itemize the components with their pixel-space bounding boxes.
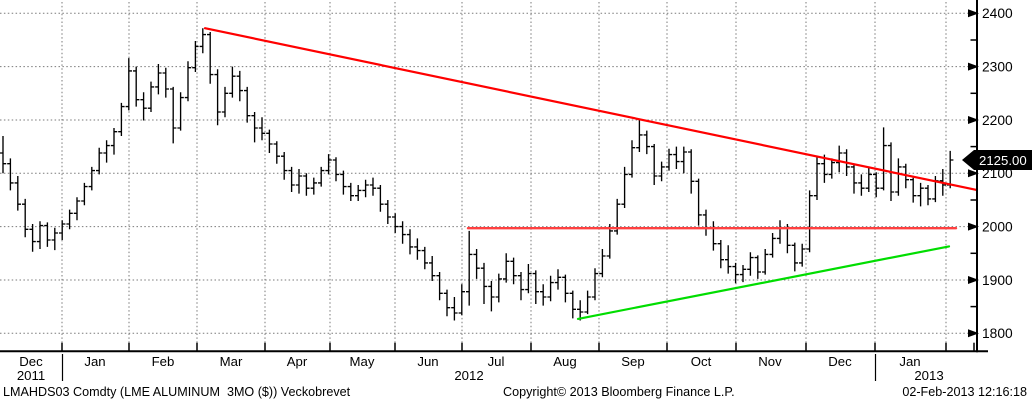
y-major-tick xyxy=(968,62,979,71)
y-axis-label: 1800 xyxy=(982,326,1013,341)
y-major-tick xyxy=(968,9,979,18)
x-month-label: May xyxy=(350,354,375,369)
x-year-label: 2013 xyxy=(914,368,943,383)
y-major-tick xyxy=(968,329,979,338)
x-year-label: 2012 xyxy=(454,368,483,383)
ohlc-price-bars xyxy=(0,28,954,321)
security-description: LMAHDS03 Comdty (LME ALUMINUM 3MO ($)) V… xyxy=(3,385,351,399)
y-major-tick xyxy=(968,169,979,178)
x-month-label: Mar xyxy=(220,354,243,369)
last-price-tag: 2125.00 xyxy=(962,150,1032,170)
x-month-label: Sep xyxy=(621,354,644,369)
x-month-label: Jul xyxy=(488,354,505,369)
x-month-label: Oct xyxy=(691,354,712,369)
y-axis-label: 2400 xyxy=(982,6,1013,21)
x-month-label: Apr xyxy=(287,354,308,369)
last-price-value: 2125.00 xyxy=(979,153,1027,168)
y-major-tick xyxy=(968,222,979,231)
y-axis-label: 2200 xyxy=(982,113,1013,128)
trendlines xyxy=(203,27,978,320)
chart-timestamp: 02-Feb-2013 12:16:18 xyxy=(902,385,1027,399)
y-major-tick xyxy=(968,116,979,124)
x-month-label: Jun xyxy=(417,354,438,369)
copyright-notice: Copyright© 2013 Bloomberg Finance L.P. xyxy=(503,385,735,399)
y-axis-label: 1900 xyxy=(982,273,1013,288)
x-month-label: Aug xyxy=(553,354,576,369)
x-month-label: Dec xyxy=(19,354,43,369)
x-month-label: Jan xyxy=(899,354,920,369)
x-month-label: Feb xyxy=(152,354,175,369)
y-major-tick xyxy=(968,276,979,284)
ascending-support xyxy=(576,245,951,320)
y-axis-label: 2000 xyxy=(982,219,1013,234)
descending-resistance xyxy=(203,27,978,191)
x-year-label: 2011 xyxy=(17,368,45,383)
x-month-label: Jan xyxy=(84,354,105,369)
horizontal-gridlines xyxy=(0,12,977,334)
x-month-label: Dec xyxy=(828,354,852,369)
vertical-gridlines xyxy=(61,2,947,352)
x-month-label: Nov xyxy=(758,354,782,369)
x-axis: Dec Jan Feb Mar Apr May Jun Jul Aug Sep Oct Nov Dec J… xyxy=(0,342,988,383)
y-axis-label: 2300 xyxy=(982,59,1013,74)
